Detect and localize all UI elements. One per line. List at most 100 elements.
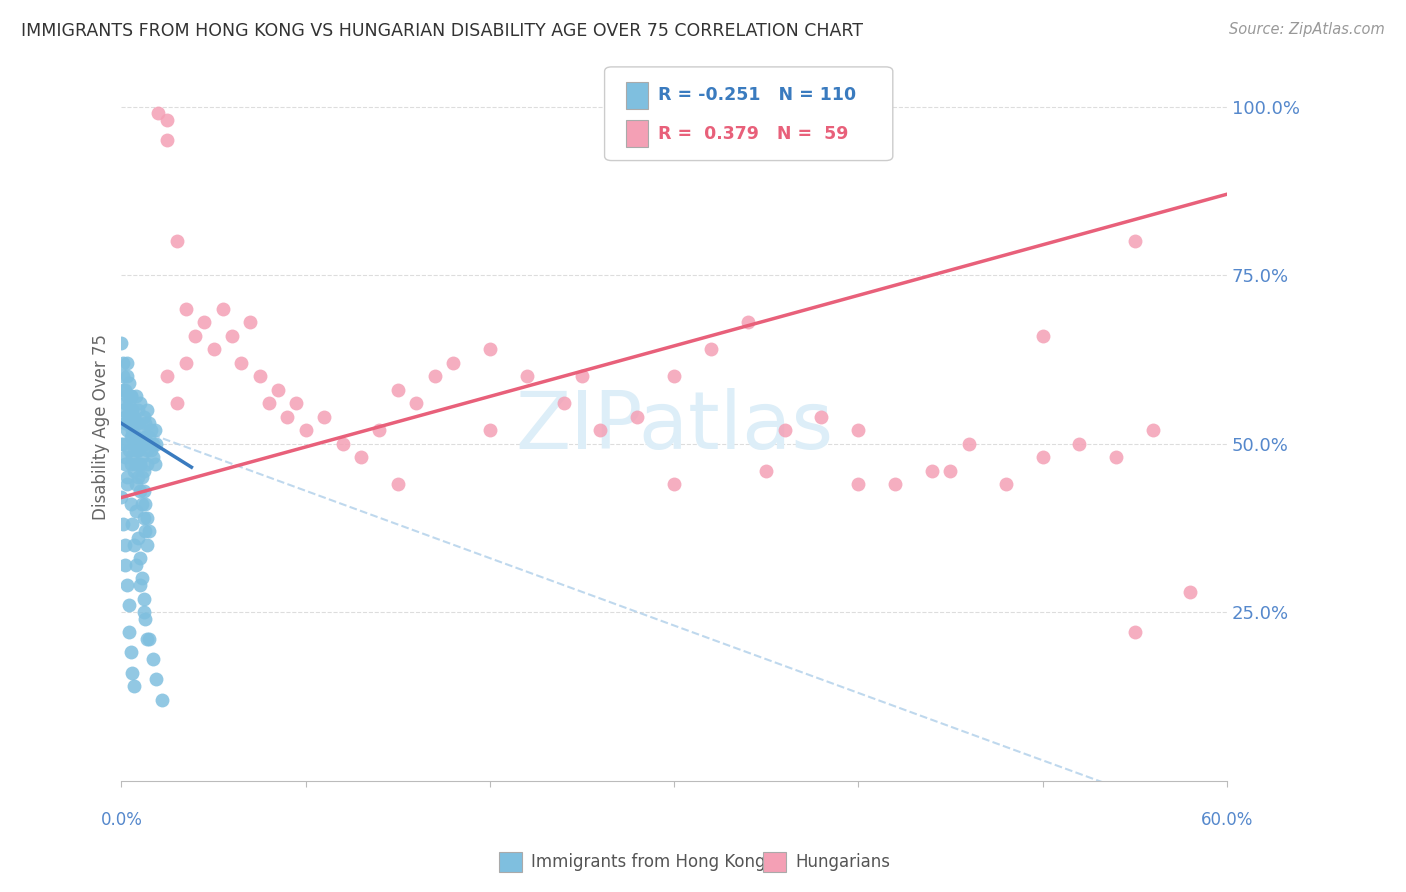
Point — [132, 436, 155, 450]
Point — [128, 578, 150, 592]
Point — [114, 457, 136, 471]
Point — [112, 383, 135, 397]
Point — [405, 396, 427, 410]
Point — [174, 301, 197, 316]
Point — [571, 369, 593, 384]
Point — [166, 396, 188, 410]
Point — [121, 665, 143, 680]
Point — [112, 356, 135, 370]
Point — [239, 315, 262, 329]
Point — [127, 531, 149, 545]
Point — [118, 409, 141, 424]
Point — [115, 470, 138, 484]
Point — [589, 423, 612, 437]
Point — [128, 457, 150, 471]
Point — [128, 396, 150, 410]
Point — [115, 477, 138, 491]
Point — [118, 403, 141, 417]
Point — [145, 673, 167, 687]
Point — [138, 430, 160, 444]
Point — [124, 679, 146, 693]
Point — [132, 510, 155, 524]
Point — [110, 436, 132, 450]
Point — [846, 477, 869, 491]
Point — [737, 315, 759, 329]
Point — [115, 369, 138, 384]
Y-axis label: Disability Age Over 75: Disability Age Over 75 — [93, 334, 110, 520]
Text: ZIPatlas: ZIPatlas — [515, 388, 834, 466]
Point — [166, 235, 188, 249]
Point — [112, 403, 135, 417]
Point — [1142, 423, 1164, 437]
Point — [134, 612, 156, 626]
Text: Source: ZipAtlas.com: Source: ZipAtlas.com — [1229, 22, 1385, 37]
Point — [846, 423, 869, 437]
Point — [1105, 450, 1128, 464]
Point — [128, 457, 150, 471]
Point — [150, 692, 173, 706]
Point — [662, 369, 685, 384]
Point — [773, 423, 796, 437]
Point — [125, 504, 148, 518]
Point — [267, 383, 290, 397]
Point — [136, 443, 159, 458]
Point — [125, 457, 148, 471]
Point — [120, 497, 142, 511]
Point — [114, 558, 136, 572]
Point — [1031, 450, 1053, 464]
Point — [121, 450, 143, 464]
Text: 0.0%: 0.0% — [100, 811, 142, 829]
Point — [957, 436, 980, 450]
Point — [156, 113, 179, 128]
Point — [134, 497, 156, 511]
Point — [156, 369, 179, 384]
Point — [142, 436, 165, 450]
Point — [132, 605, 155, 619]
Point — [118, 396, 141, 410]
Point — [127, 443, 149, 458]
Point — [112, 436, 135, 450]
Point — [332, 436, 354, 450]
Point — [136, 538, 159, 552]
Point — [124, 464, 146, 478]
Point — [131, 470, 153, 484]
Point — [125, 558, 148, 572]
Point — [124, 443, 146, 458]
Point — [884, 477, 907, 491]
Point — [142, 450, 165, 464]
Point — [136, 632, 159, 646]
Point — [148, 106, 170, 120]
Point — [132, 464, 155, 478]
Point — [112, 369, 135, 384]
Point — [193, 315, 215, 329]
Point — [142, 652, 165, 666]
Point — [125, 389, 148, 403]
Point — [125, 477, 148, 491]
Point — [132, 591, 155, 606]
Point — [131, 571, 153, 585]
Point — [134, 417, 156, 431]
Point — [114, 409, 136, 424]
Point — [127, 443, 149, 458]
Point — [516, 369, 538, 384]
Point — [478, 423, 501, 437]
Point — [120, 417, 142, 431]
Point — [423, 369, 446, 384]
Point — [118, 599, 141, 613]
Point — [124, 436, 146, 450]
Point — [121, 403, 143, 417]
Point — [1069, 436, 1091, 450]
Point — [120, 457, 142, 471]
Point — [120, 430, 142, 444]
Point — [276, 409, 298, 424]
Point — [125, 430, 148, 444]
Point — [118, 376, 141, 390]
Point — [257, 396, 280, 410]
Point — [120, 389, 142, 403]
Point — [138, 524, 160, 539]
Point — [114, 383, 136, 397]
Point — [700, 343, 723, 357]
Point — [294, 423, 316, 437]
Text: Hungarians: Hungarians — [796, 854, 891, 871]
Point — [121, 423, 143, 437]
